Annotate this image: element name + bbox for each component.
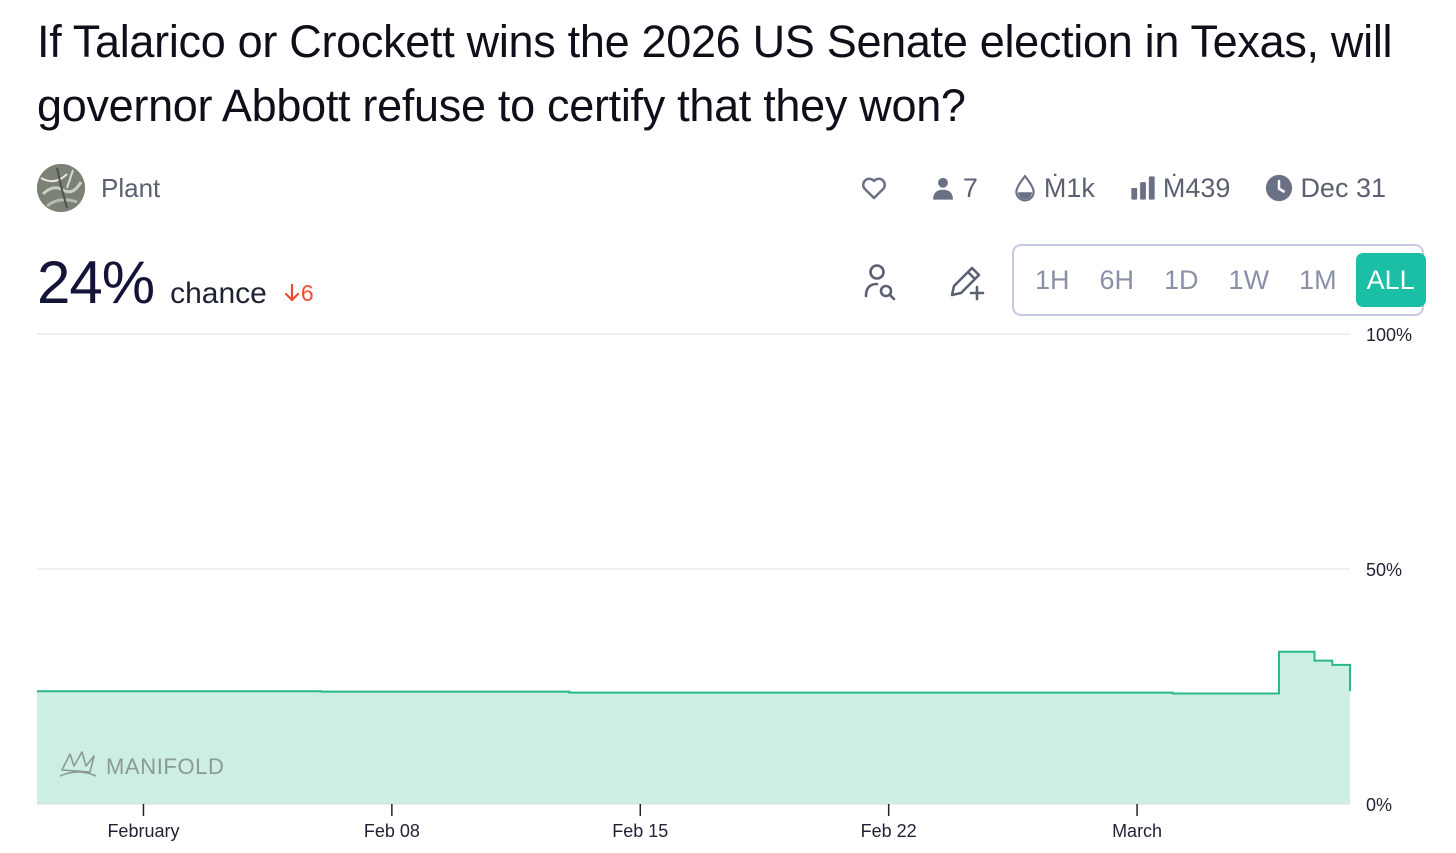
probability-chart[interactable]: February Feb 08 Feb 15 Feb 22 March 0% 50% 100… <box>0 320 1456 853</box>
range-1d-button[interactable]: 1D <box>1164 265 1199 295</box>
close-date-value: Dec 31 <box>1300 172 1386 203</box>
probability-label: chance <box>170 277 267 310</box>
y-tick-label: 0% <box>1366 795 1392 815</box>
y-tick-label: 100% <box>1366 325 1412 345</box>
user-positions-button[interactable] <box>862 262 900 307</box>
probability-display: 24% chance 6 <box>37 248 314 317</box>
x-tick-label: Feb 15 <box>612 821 668 841</box>
like-button[interactable] <box>859 173 895 203</box>
range-1w-button[interactable]: 1W <box>1228 265 1270 295</box>
close-date[interactable]: Dec 31 <box>1264 173 1386 204</box>
edit-button[interactable] <box>946 262 986 307</box>
x-tick-label: February <box>107 821 179 841</box>
author-byline[interactable]: Plant <box>37 163 160 213</box>
clock-icon <box>1266 174 1293 202</box>
probability-value: 24% <box>37 249 155 316</box>
droplet-icon <box>1015 174 1035 202</box>
time-range-selector: 1H 6H 1D 1W 1M ALL <box>1012 244 1426 316</box>
search-user-icon <box>864 264 896 301</box>
market-stats: 7 Ṁ1k Ṁ439 Dec 31 <box>825 165 1386 211</box>
x-tick-label: Feb 22 <box>861 821 917 841</box>
author-name[interactable]: Plant <box>101 172 161 203</box>
probability-line <box>37 650 1351 695</box>
chart-plot-area <box>37 650 1351 804</box>
avatar[interactable] <box>37 164 85 212</box>
x-tick-label: Feb 08 <box>364 821 420 841</box>
liquidity-value: Ṁ1k <box>1043 172 1095 203</box>
heart-icon <box>861 177 886 200</box>
x-tick-label: March <box>1112 821 1162 841</box>
volume-value: Ṁ439 <box>1162 172 1231 203</box>
x-axis: February Feb 08 Feb 15 Feb 22 March <box>107 804 1162 841</box>
manifold-watermark: MANIFOLD <box>59 751 224 779</box>
watermark-text: MANIFOLD <box>106 754 224 779</box>
probability-area <box>37 651 1350 804</box>
manifold-logo <box>59 751 97 777</box>
user-icon <box>932 177 953 200</box>
volume-stat[interactable]: Ṁ439 <box>1129 172 1231 204</box>
y-axis: 0% 50% 100% <box>1366 325 1412 815</box>
range-1m-button[interactable]: 1M <box>1299 265 1337 295</box>
traders-count[interactable]: 7 <box>929 173 978 204</box>
arrow-down-icon <box>284 283 299 302</box>
edit-plus-icon <box>950 266 985 301</box>
y-tick-label: 50% <box>1366 560 1402 580</box>
chart-gridlines <box>37 333 1350 570</box>
probability-change-value: 6 <box>300 279 314 306</box>
range-all-button[interactable]: ALL <box>1355 253 1426 307</box>
traders-value: 7 <box>962 172 978 203</box>
bar-chart-icon <box>1131 176 1155 200</box>
market-title: If Talarico or Crockett wins the 2026 US… <box>37 16 1393 131</box>
liquidity-stat[interactable]: Ṁ1k <box>1012 173 1095 204</box>
range-1h-button[interactable]: 1H <box>1035 265 1070 295</box>
probability-change: 6 <box>283 280 314 307</box>
range-6h-button[interactable]: 6H <box>1099 265 1135 295</box>
